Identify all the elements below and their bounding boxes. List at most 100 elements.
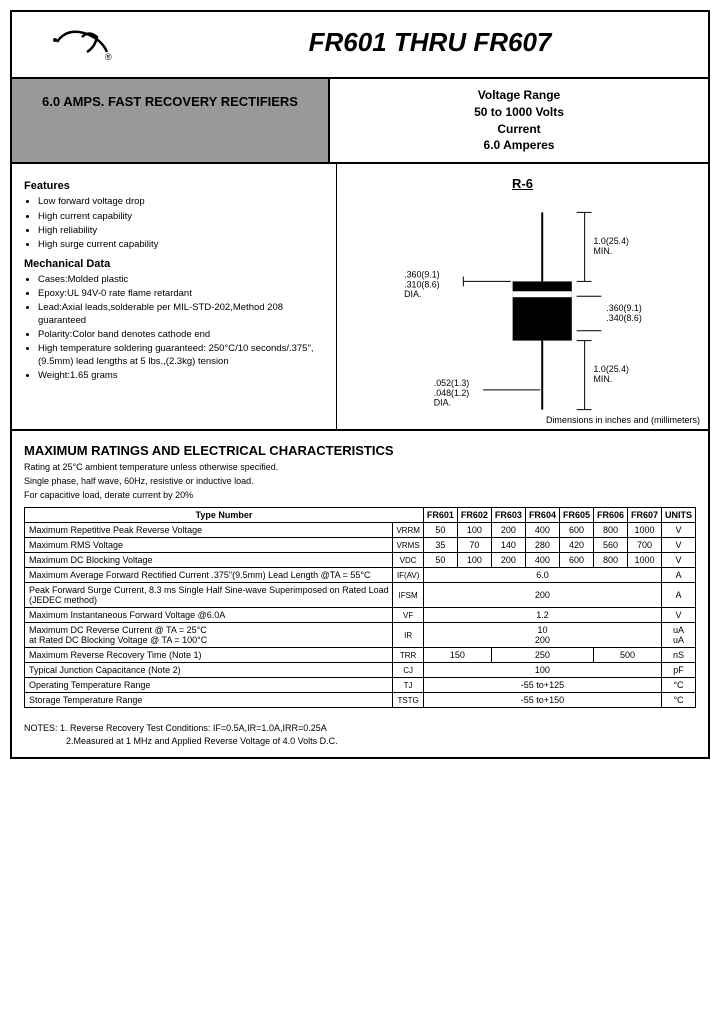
cell: 500 <box>593 648 661 663</box>
feature-item: High reliability <box>38 225 324 237</box>
company-logo: ® <box>47 22 117 67</box>
cell: 70 <box>457 538 491 553</box>
svg-text:.360(9.1): .360(9.1) <box>606 303 642 313</box>
cell: 50 <box>423 523 457 538</box>
table-row: Maximum DC Blocking VoltageVDC5010020040… <box>25 553 696 568</box>
row-symbol: VRRM <box>393 523 424 538</box>
cell: 600 <box>559 553 593 568</box>
cell: 600 <box>559 523 593 538</box>
feature-item: High current capability <box>38 211 324 223</box>
datasheet-page: ® FR601 THRU FR607 6.0 AMPS. FAST RECOVE… <box>10 10 710 759</box>
features-mechanical: Features Low forward voltage drop High c… <box>12 164 337 429</box>
cell: 280 <box>525 538 559 553</box>
col-header: FR602 <box>457 508 491 523</box>
cell: 560 <box>593 538 627 553</box>
row-label: Typical Junction Capacitance (Note 2) <box>25 663 393 678</box>
row-label: Maximum Average Forward Rectified Curren… <box>25 568 393 583</box>
package-diagram-cell: R-6 .360(9.1) .310(8.6) DIA. <box>337 164 708 429</box>
mechanical-item: Weight:1.65 grams <box>38 370 324 382</box>
cell: 700 <box>627 538 661 553</box>
row-label: Maximum Instantaneous Forward Voltage @6… <box>25 608 393 623</box>
svg-text:.360(9.1): .360(9.1) <box>404 270 440 280</box>
table-body: Maximum Repetitive Peak Reverse VoltageV… <box>25 523 696 708</box>
mechanical-item: High temperature soldering guaranteed: 2… <box>38 343 324 368</box>
cell: 35 <box>423 538 457 553</box>
cell: V <box>662 523 696 538</box>
col-header: FR607 <box>627 508 661 523</box>
row-label: Operating Temperature Range <box>25 678 393 693</box>
table-row: Operating Temperature RangeTJ-55 to+125°… <box>25 678 696 693</box>
cell: 420 <box>559 538 593 553</box>
table-row: Maximum Average Forward Rectified Curren… <box>25 568 696 583</box>
row-label: Peak Forward Surge Current, 8.3 ms Singl… <box>25 583 393 608</box>
row-symbol: IFSM <box>393 583 424 608</box>
col-header: FR604 <box>525 508 559 523</box>
cell: A <box>662 568 696 583</box>
svg-text:.340(8.6): .340(8.6) <box>606 313 642 323</box>
cell: -55 to+150 <box>423 693 661 708</box>
row-label: Maximum DC Blocking Voltage <box>25 553 393 568</box>
ratings-heading: MAXIMUM RATINGS AND ELECTRICAL CHARACTER… <box>24 443 696 458</box>
cell: V <box>662 538 696 553</box>
table-row: Maximum Reverse Recovery Time (Note 1)TR… <box>25 648 696 663</box>
mechanical-item: Lead:Axial leads,solderable per MIL-STD-… <box>38 302 324 327</box>
cell: 140 <box>491 538 525 553</box>
note-line: 2.Measured at 1 MHz and Applied Reverse … <box>24 735 696 748</box>
features-heading: Features <box>24 180 324 192</box>
svg-text:DIA.: DIA. <box>434 398 451 408</box>
row-symbol: VDC <box>393 553 424 568</box>
features-list: Low forward voltage drop High current ca… <box>24 196 324 251</box>
header-row: ® FR601 THRU FR607 <box>12 12 708 79</box>
row-label: Maximum DC Reverse Current @ TA = 25°Cat… <box>25 623 393 648</box>
cell: 150 <box>423 648 491 663</box>
svg-text:MIN.: MIN. <box>594 374 613 384</box>
cell: 1000 <box>627 523 661 538</box>
cell: 200 <box>491 553 525 568</box>
cell: uAuA <box>662 623 696 648</box>
svg-text:1.0(25.4): 1.0(25.4) <box>594 236 630 246</box>
svg-text:MIN.: MIN. <box>594 246 613 256</box>
ratings-desc: For capacitive load, derate current by 2… <box>24 490 696 502</box>
cell: 400 <box>525 553 559 568</box>
cell: pF <box>662 663 696 678</box>
cell: V <box>662 608 696 623</box>
note-line: NOTES: 1. Reverse Recovery Test Conditio… <box>24 722 696 735</box>
cell: 400 <box>525 523 559 538</box>
voltage-range-value: 50 to 1000 Volts <box>338 104 700 121</box>
row-symbol: TSTG <box>393 693 424 708</box>
table-row: Typical Junction Capacitance (Note 2)CJ1… <box>25 663 696 678</box>
svg-text:®: ® <box>105 52 112 62</box>
ratings-section: MAXIMUM RATINGS AND ELECTRICAL CHARACTER… <box>12 431 708 716</box>
mechanical-item: Epoxy:UL 94V-0 rate flame retardant <box>38 288 324 300</box>
cell: A <box>662 583 696 608</box>
ratings-desc: Rating at 25°C ambient temperature unles… <box>24 462 696 474</box>
row-symbol: CJ <box>393 663 424 678</box>
svg-text:.310(8.6): .310(8.6) <box>404 280 440 290</box>
table-row: Maximum RMS VoltageVRMS35701402804205607… <box>25 538 696 553</box>
table-row: Maximum Instantaneous Forward Voltage @6… <box>25 608 696 623</box>
svg-text:.048(1.2): .048(1.2) <box>434 388 470 398</box>
current-label: Current <box>338 121 700 138</box>
row-symbol: IR <box>393 623 424 648</box>
content-row: Features Low forward voltage drop High c… <box>12 164 708 431</box>
svg-text:DIA.: DIA. <box>404 289 421 299</box>
cell: 1.2 <box>423 608 661 623</box>
cell: V <box>662 553 696 568</box>
cell: -55 to+125 <box>423 678 661 693</box>
row-label: Maximum RMS Voltage <box>25 538 393 553</box>
row-symbol: TRR <box>393 648 424 663</box>
table-row: Peak Forward Surge Current, 8.3 ms Singl… <box>25 583 696 608</box>
mechanical-list: Cases:Molded plastic Epoxy:UL 94V-0 rate… <box>24 274 324 383</box>
logo-cell: ® <box>12 12 152 77</box>
col-header: FR606 <box>593 508 627 523</box>
voltage-range-label: Voltage Range <box>338 87 700 104</box>
svg-text:1.0(25.4): 1.0(25.4) <box>594 364 630 374</box>
notes-section: NOTES: 1. Reverse Recovery Test Conditio… <box>12 716 708 757</box>
cell: 6.0 <box>423 568 661 583</box>
ratings-table: Type Number FR601 FR602 FR603 FR604 FR60… <box>24 507 696 708</box>
cell: 1000 <box>627 553 661 568</box>
col-header: FR603 <box>491 508 525 523</box>
mechanical-heading: Mechanical Data <box>24 258 324 270</box>
cell: °C <box>662 678 696 693</box>
cell: 200 <box>423 583 661 608</box>
